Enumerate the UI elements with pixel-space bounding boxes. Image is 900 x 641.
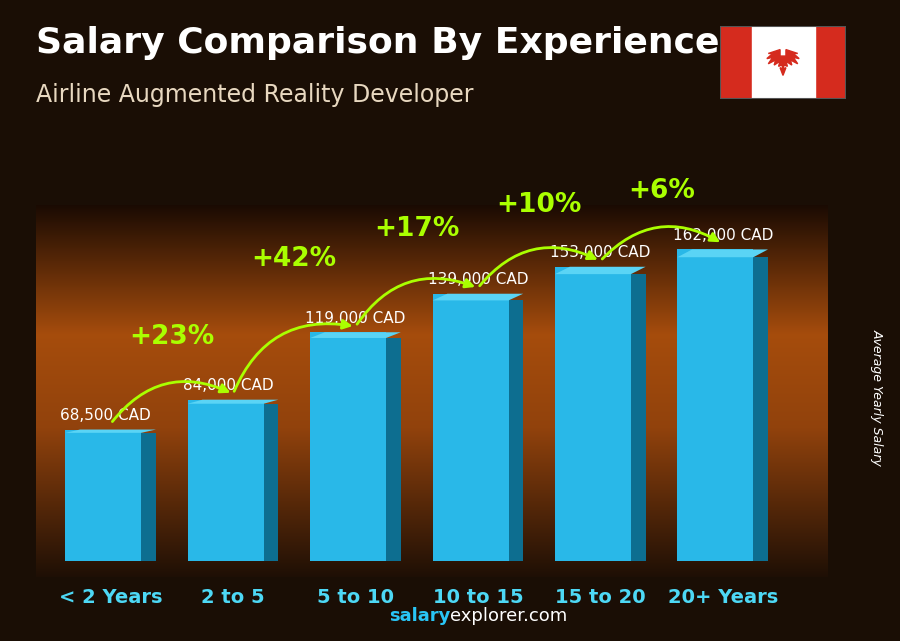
Bar [720,26,751,99]
FancyArrowPatch shape [480,247,595,286]
Text: 139,000 CAD: 139,000 CAD [428,272,528,287]
Polygon shape [310,332,400,338]
Text: Airline Augmented Reality Developer: Airline Augmented Reality Developer [36,83,473,107]
Polygon shape [753,257,768,562]
Polygon shape [386,338,400,562]
FancyArrowPatch shape [357,278,472,324]
FancyArrowPatch shape [234,320,350,392]
Polygon shape [555,267,645,274]
Text: +10%: +10% [497,192,581,218]
Text: 5 to 10: 5 to 10 [317,588,394,608]
Polygon shape [141,433,156,562]
Text: 20+ Years: 20+ Years [668,588,778,608]
Text: 2 to 5: 2 to 5 [202,588,265,608]
Text: 68,500 CAD: 68,500 CAD [60,408,151,423]
Bar [433,294,508,562]
Text: +17%: +17% [374,216,459,242]
FancyArrowPatch shape [112,381,228,422]
Text: +42%: +42% [252,246,337,272]
FancyArrowPatch shape [602,226,717,259]
Bar [752,26,814,99]
Text: 119,000 CAD: 119,000 CAD [305,310,406,326]
Bar [678,249,753,562]
Bar [814,26,846,99]
Text: 153,000 CAD: 153,000 CAD [550,245,651,260]
Polygon shape [767,49,799,76]
Polygon shape [433,294,523,301]
Text: +6%: +6% [628,178,695,204]
Text: 15 to 20: 15 to 20 [555,588,645,608]
Text: 84,000 CAD: 84,000 CAD [183,378,274,393]
Text: +23%: +23% [130,324,214,350]
Polygon shape [66,429,156,433]
Bar [555,267,631,562]
Bar [66,429,141,562]
Text: Average Yearly Salary: Average Yearly Salary [871,329,884,466]
Polygon shape [678,249,768,257]
Text: 10 to 15: 10 to 15 [433,588,523,608]
Polygon shape [188,400,278,404]
Bar [310,332,386,562]
Text: salary: salary [389,607,450,625]
Polygon shape [631,274,645,562]
Text: < 2 Years: < 2 Years [58,588,162,608]
Polygon shape [508,301,523,562]
Bar [188,400,264,562]
Text: explorer.com: explorer.com [450,607,567,625]
Text: 162,000 CAD: 162,000 CAD [672,228,773,243]
Text: Salary Comparison By Experience: Salary Comparison By Experience [36,26,719,60]
Polygon shape [264,404,278,562]
